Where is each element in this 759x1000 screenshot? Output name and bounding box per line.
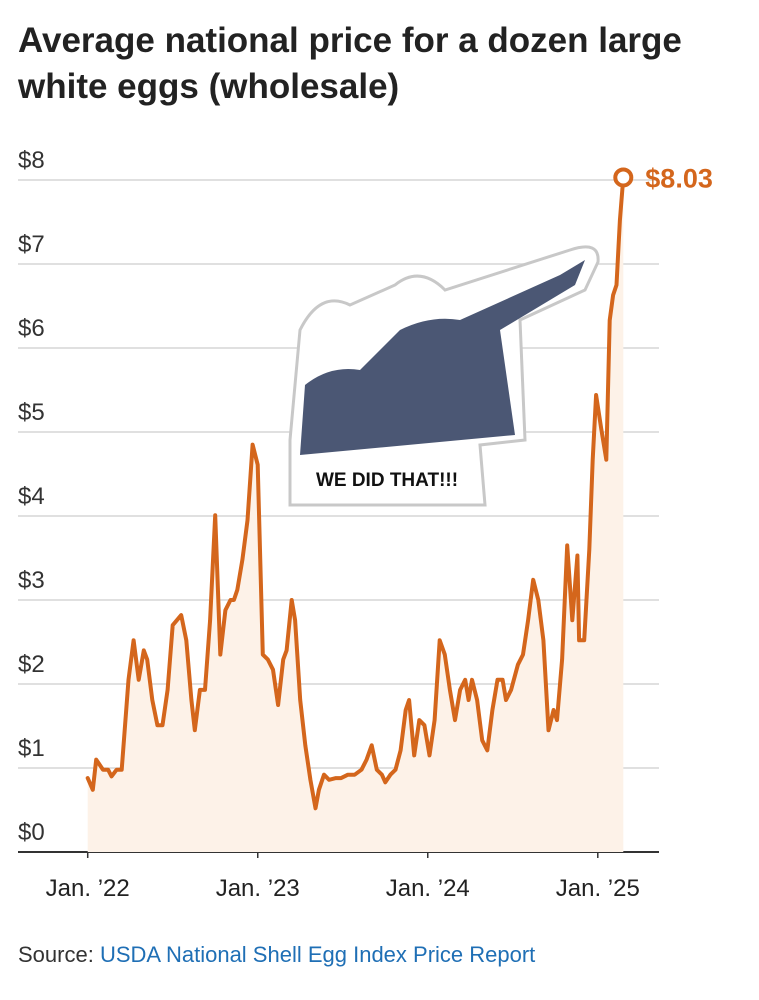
sticker-figure: [300, 260, 585, 455]
y-tick-label: $5: [18, 399, 45, 426]
x-tick-label: Jan. ’25: [556, 875, 640, 902]
plot: $8.03: [85, 163, 713, 811]
end-marker: [613, 167, 634, 188]
chart-title: Average national price for a dozen large…: [18, 21, 682, 106]
x-tick-label: Jan. ’22: [46, 875, 130, 902]
y-tick-label: $6: [18, 315, 45, 342]
sticker-caption-box: [298, 456, 476, 500]
y-tick-label: $2: [18, 651, 45, 678]
y-tick-label: $1: [18, 735, 45, 762]
x-tick-label: Jan. ’23: [216, 875, 300, 902]
source: Source: USDA National Shell Egg Index Pr…: [18, 942, 535, 968]
y-tick-label: $3: [18, 567, 45, 594]
source-label: Source:: [18, 942, 94, 967]
sticker: WE DID THAT!!!: [288, 245, 600, 507]
area: [87, 177, 624, 852]
value-label: $8.03: [645, 163, 713, 193]
y-tick-label: $4: [18, 483, 45, 510]
sticker-caption: WE DID THAT!!!: [316, 470, 458, 491]
y-tick-label: $0: [18, 819, 45, 846]
y-tick-label: $8: [18, 147, 45, 174]
area-layer: [87, 177, 624, 852]
source-link[interactable]: USDA National Shell Egg Index Price Repo…: [99, 942, 536, 967]
line: [85, 175, 626, 811]
y-tick-label: $7: [18, 231, 45, 258]
x-tick-label: Jan. ’24: [386, 875, 470, 902]
ticks: $0 $1 $2 $3 $4 $5 $6 $7 $8 Jan. ’22 Jan. ’23 Jan. ’…: [18, 147, 640, 902]
